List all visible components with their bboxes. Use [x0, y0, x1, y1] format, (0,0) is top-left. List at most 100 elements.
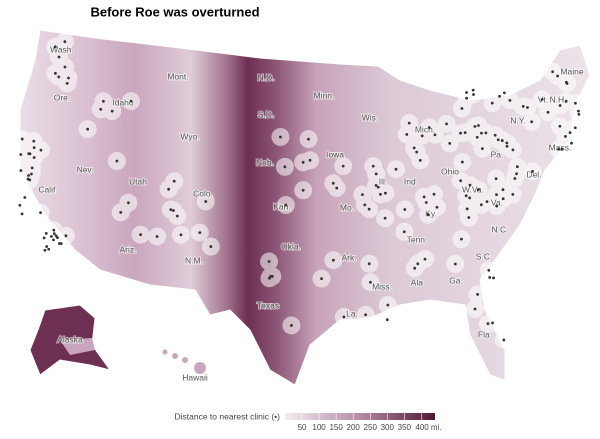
state-label: Alaska [57, 334, 83, 344]
state-label: Ariz. [120, 244, 137, 254]
clinic-dot [301, 188, 305, 192]
clinic-dot [52, 232, 56, 236]
clinic-dot [557, 147, 561, 151]
clinic-dot [57, 242, 61, 245]
clinic-dot [505, 144, 509, 148]
state-label: N.D. [258, 72, 275, 82]
clinic-dot [335, 186, 339, 190]
state-label: Wyo. [180, 131, 199, 141]
clinic-dot [383, 191, 387, 195]
clinic-dot [515, 172, 518, 176]
clinic-dot [279, 135, 282, 139]
state-label: Tenn. [407, 234, 428, 244]
clinic-dot [26, 177, 30, 181]
clinic-dot [492, 276, 495, 280]
clinic-dot [568, 131, 572, 134]
clinic-dot [496, 138, 500, 142]
clinic-dot [471, 88, 475, 92]
clinic-dot [54, 71, 57, 75]
clinic-dot [209, 245, 213, 248]
clinic-dot [487, 268, 491, 272]
clinic-dot [472, 93, 475, 96]
clinic-dot [405, 133, 409, 136]
clinic-dot [172, 209, 175, 212]
clinic-dot [473, 307, 477, 311]
clinic-dot [560, 147, 564, 151]
clinic-dot [367, 207, 371, 211]
state-label: Texas [257, 300, 279, 310]
hawaii [162, 349, 206, 374]
clinic-dot [63, 65, 67, 69]
state-label: N.C. [492, 224, 509, 234]
clinic-dot [43, 248, 47, 252]
state-label: Mo. [340, 202, 354, 212]
clinic-dot [18, 203, 22, 207]
clinic-dot [480, 131, 483, 135]
clinic-dot [307, 137, 310, 141]
clinic-dot [427, 126, 431, 129]
clinic-dot [53, 45, 57, 49]
us-map [19, 29, 591, 386]
clinic-dot [498, 94, 501, 98]
legend-tick-label: 100 [312, 423, 326, 432]
clinic-dot [129, 99, 133, 103]
clinic-dot [115, 159, 119, 163]
state-label: S.C. [476, 251, 493, 261]
clinic-dot [473, 125, 477, 128]
clinic-dot [341, 164, 345, 168]
clinic-dot [67, 76, 70, 80]
clinic-dot [463, 131, 467, 135]
clinic-dot [32, 139, 36, 143]
state-label: Okla. [281, 241, 301, 251]
clinic-dot [515, 165, 519, 169]
clinic-dot [267, 260, 271, 263]
state-label: Ark. [341, 252, 356, 262]
clinic-dot [465, 96, 469, 100]
clinic-dot [491, 321, 494, 325]
clinic-dot [565, 82, 569, 85]
clinic-dot [508, 98, 512, 102]
clinic-dot [479, 203, 483, 207]
state-label: Ind. [404, 176, 418, 186]
state-label: Maine [560, 66, 583, 76]
clinic-dot [290, 324, 293, 327]
clinic-dot [364, 313, 368, 317]
state-label: Mich. [415, 124, 435, 134]
clinic-dot [23, 196, 27, 199]
state-label: Fla. [478, 329, 492, 339]
clinic-dot [175, 214, 179, 218]
clinic-dot [486, 322, 490, 326]
legend: Distance to nearest clinic (•) 50 100 150 2… [175, 411, 442, 432]
clinic-dot [52, 228, 56, 232]
clinic-dot [540, 98, 544, 101]
clinic-dot [86, 127, 90, 131]
clinic-dot [301, 160, 305, 164]
state-label: S.D. [258, 109, 275, 119]
clinic-dot [269, 274, 273, 278]
legend-title: Distance to nearest clinic (•) [175, 411, 281, 421]
clinic-dot [467, 216, 471, 219]
clinic-dot [426, 213, 430, 217]
clinic-dot [331, 258, 335, 262]
clinic-dot [65, 82, 69, 85]
clinic-dot [476, 293, 480, 296]
clinic-dot [500, 139, 504, 142]
clinic-dot [488, 276, 492, 279]
state-label: Colo. [193, 188, 213, 198]
clinic-dot [576, 109, 580, 113]
clinic-dot [204, 200, 208, 203]
clinic-dot [361, 193, 364, 197]
state-label: Mont. [167, 71, 188, 81]
clinic-dot [412, 146, 416, 150]
clinic-dot [32, 156, 36, 159]
state-label: N.Y. [510, 115, 525, 125]
clinic-dot [167, 187, 170, 191]
clinic-dot [155, 235, 159, 238]
clinic-dot [371, 164, 375, 168]
clinic-dot [63, 40, 67, 43]
clinic-dot [424, 201, 428, 204]
clinic-dot [374, 183, 378, 187]
clinic-dot [564, 134, 567, 138]
state-labels: Wash. Ore. Calif. Nev. Idaho Mont. Wyo. Utah Col… [37, 43, 585, 383]
clinic-dot [564, 99, 568, 103]
